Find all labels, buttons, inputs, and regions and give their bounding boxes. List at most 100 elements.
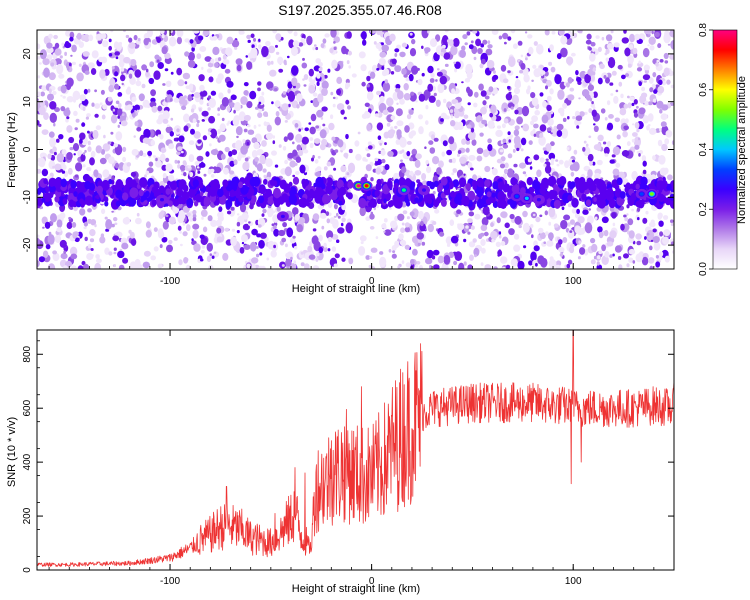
spectrogram-cell: [108, 45, 112, 51]
spectrogram-cell: [604, 153, 609, 157]
spectrogram-cell: [487, 138, 492, 144]
spectrogram-cell: [217, 113, 221, 116]
spectrogram-cell: [292, 141, 295, 145]
spectrogram-cell: [589, 97, 593, 102]
spectrogram-cell: [659, 167, 668, 176]
spectrogram-cell: [43, 67, 50, 78]
spectrogram-cell: [628, 257, 634, 263]
spectrogram-cell: [591, 109, 597, 117]
spectrogram-cell: [427, 65, 434, 74]
spectrogram-cell: [295, 82, 301, 89]
spectrogram-cell: [540, 70, 546, 75]
spectrogram-cell: [181, 133, 185, 136]
spectrogram-cell: [325, 211, 330, 217]
spectrogram-cell: [330, 114, 334, 119]
spectrogram-cell: [143, 250, 151, 257]
spectrogram-cell: [337, 139, 344, 148]
spectrogram-cell: [180, 150, 184, 154]
spectrogram-cell: [468, 154, 476, 161]
spectrogram-cell: [359, 206, 367, 217]
spectrogram-cell: [49, 101, 57, 110]
spectrogram-cell: [491, 238, 496, 243]
spectrogram-cell: [298, 42, 304, 47]
spectrogram-cell: [273, 187, 281, 199]
spectrogram-cell: [200, 90, 208, 97]
spectrogram-cell: [457, 150, 462, 154]
spectrogram-cell: [164, 52, 171, 60]
spectrogram-cell: [168, 216, 176, 225]
spectrogram-cell: [409, 183, 415, 191]
spectrogram-cell: [436, 71, 443, 77]
spectrogram-cell: [201, 119, 205, 122]
spectrogram-cell: [87, 88, 91, 93]
spectrogram-cell: [616, 134, 621, 140]
spectrogram-cell: [346, 60, 350, 65]
spectrogram-cell: [266, 60, 271, 66]
spectrogram-cell: [379, 256, 387, 268]
spectrogram-cell: [369, 226, 375, 230]
spectrogram-cell: [138, 189, 144, 197]
spectrogram-cell: [162, 172, 167, 179]
spectrogram-cell: [301, 62, 308, 69]
spectrogram-cell: [627, 197, 635, 206]
spectrogram-cell: [318, 234, 323, 242]
spectrogram-cell: [638, 153, 641, 157]
spectrogram-cell: [191, 46, 195, 52]
spectrogram-cell: [231, 228, 236, 232]
spectrogram-cell: [429, 264, 433, 269]
spectrogram-peak: [422, 188, 426, 192]
spectrogram-cell: [98, 56, 104, 63]
spectrogram-cell: [653, 241, 661, 251]
spectrogram-cell: [65, 118, 69, 123]
spectrogram-cell: [218, 92, 224, 99]
spectrogram-cell: [632, 123, 635, 126]
spectrogram-cell: [94, 224, 97, 228]
spectrogram-cell: [652, 236, 660, 243]
spectrogram-cell: [525, 57, 528, 61]
spectrogram-cell: [593, 197, 597, 202]
spectrogram-cell: [379, 51, 387, 58]
spectrogram-cell: [333, 263, 338, 268]
spectrogram-cell: [545, 231, 549, 236]
spectrogram-cell: [348, 65, 352, 69]
spectrogram-cell: [473, 247, 480, 257]
spectrogram-cell: [369, 256, 373, 259]
spectrogram-cell: [637, 62, 644, 68]
spectrogram-cell: [199, 84, 205, 92]
spectrogram-cell: [482, 205, 490, 216]
spectrogram-cell: [415, 100, 418, 103]
spectrogram-cell: [95, 125, 102, 131]
spectrogram-cell: [566, 147, 570, 150]
spectrogram-cell: [410, 91, 415, 96]
spectrogram-cell: [533, 154, 540, 161]
spectrogram-cell: [414, 159, 421, 168]
spectrogram-cell: [571, 197, 579, 208]
spectrogram-cell: [292, 85, 296, 89]
spectrogram-cell: [54, 234, 62, 243]
spectrogram-cell: [256, 149, 264, 156]
spectrogram-cell: [90, 150, 96, 158]
spectrogram-cell: [470, 127, 475, 133]
spectrogram-cell: [567, 194, 573, 202]
spectrogram-cell: [607, 141, 611, 147]
spectrogram-cell: [491, 30, 499, 35]
spectrogram-cell: [461, 138, 467, 145]
spectrogram-cell: [325, 177, 334, 187]
spectrogram-cell: [531, 97, 539, 107]
spectrogram-cell: [131, 96, 137, 102]
spectrogram-cell: [136, 109, 140, 113]
spectrogram-cell: [111, 66, 115, 70]
spectrogram-cell: [134, 69, 142, 78]
spectrogram-cell: [637, 217, 640, 221]
spectrogram-cell: [87, 130, 90, 134]
spectrogram-cell: [241, 241, 245, 245]
spectrogram-cell: [635, 253, 643, 263]
spectrogram-cell: [418, 265, 423, 269]
spectrogram-cell: [521, 105, 530, 117]
spectrogram-cell: [217, 107, 221, 112]
spectrogram-cell: [62, 265, 69, 269]
spectrogram-cell: [208, 115, 216, 124]
spectrogram-cell: [63, 250, 67, 254]
spectrogram-cell: [41, 168, 49, 177]
spectrogram-cell: [153, 183, 158, 189]
